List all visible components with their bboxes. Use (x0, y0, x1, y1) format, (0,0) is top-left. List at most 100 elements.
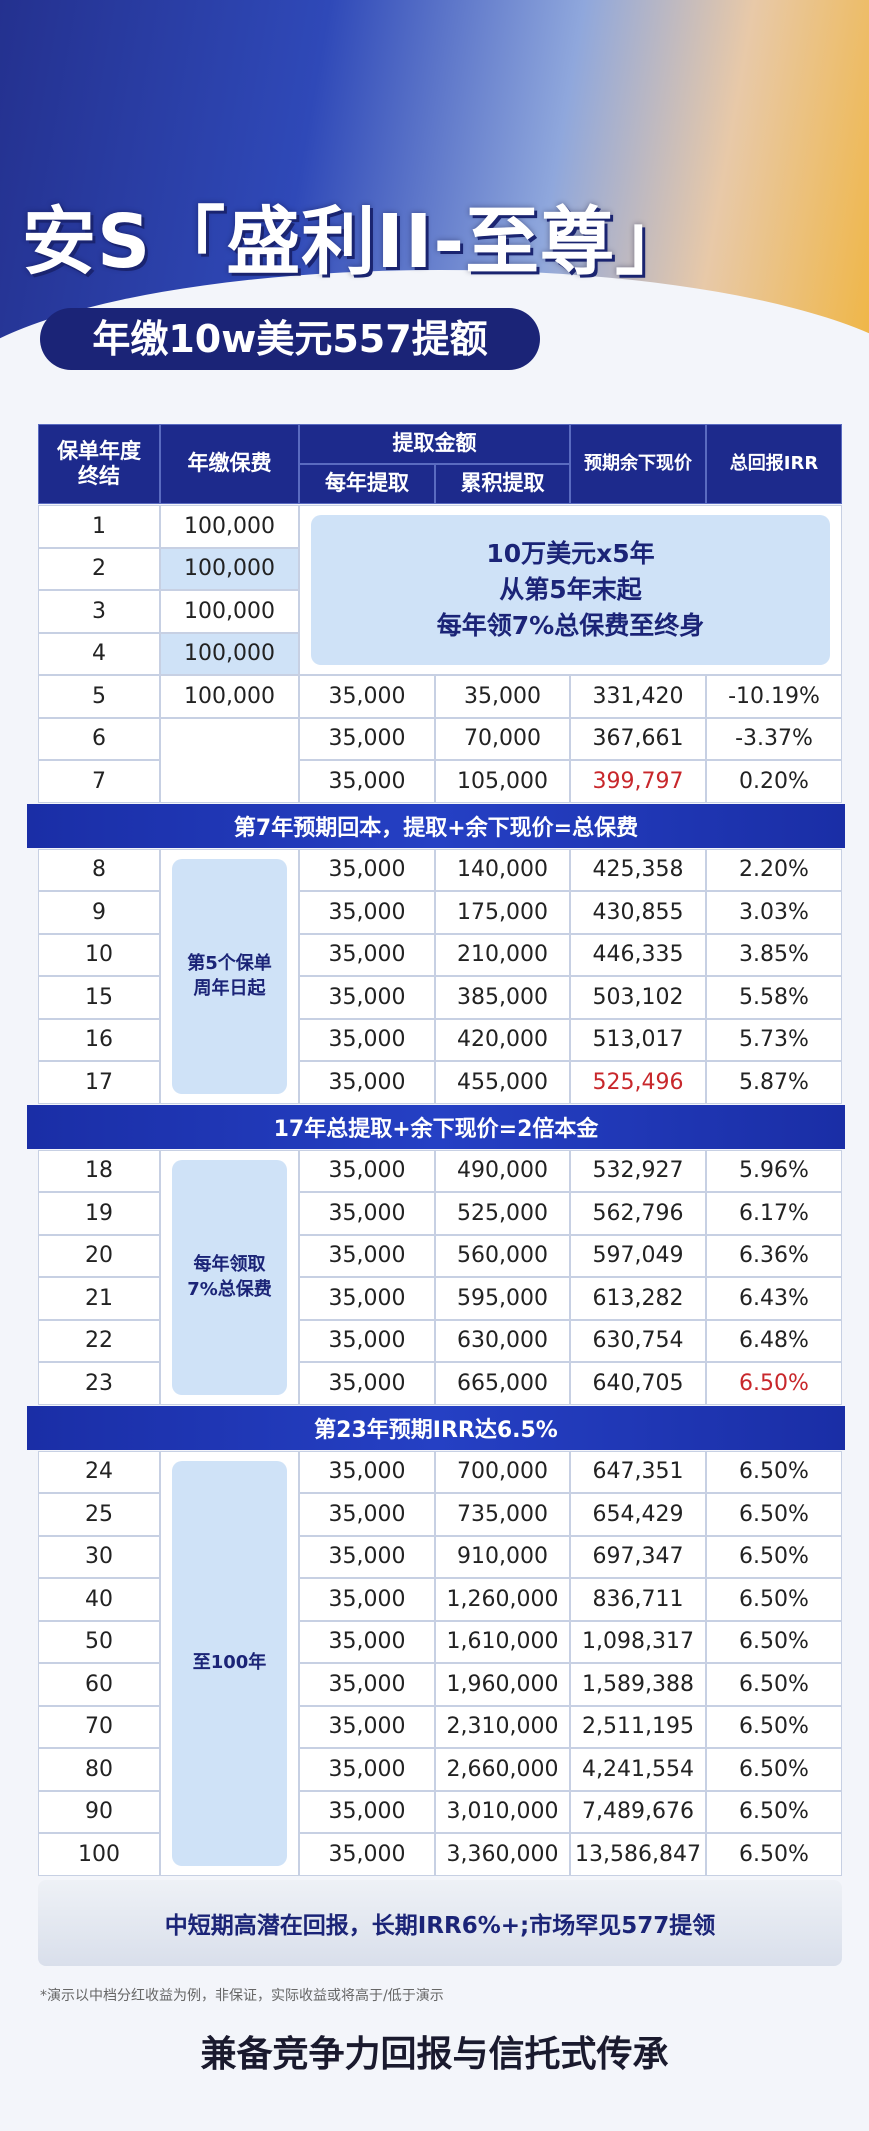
cell-year: 18 (38, 1149, 160, 1192)
disclaimer: *演示以中档分红收益为例，非保证，实际收益或将高于/低于演示 (40, 1988, 444, 2004)
cell-annual: 35,000 (299, 1234, 435, 1277)
cell-value: 630,754 (570, 1319, 706, 1362)
cell-irr: 6.50% (706, 1362, 842, 1405)
cell-year: 4 (38, 632, 160, 675)
cell-year: 17 (38, 1061, 160, 1104)
cell-year: 20 (38, 1234, 160, 1277)
cell-year: 2 (38, 547, 160, 590)
cell-irr: 5.96% (706, 1149, 842, 1192)
cell-cumulative: 2,310,000 (435, 1705, 570, 1748)
cell-value: 4,241,554 (570, 1748, 706, 1791)
cell-annual: 35,000 (299, 1277, 435, 1320)
cell-irr: 6.50% (706, 1620, 842, 1663)
cell-annual: 35,000 (299, 1018, 435, 1061)
cell-cumulative: 910,000 (435, 1535, 570, 1578)
cell-annual: 35,000 (299, 891, 435, 934)
section-banner: 第23年预期IRR达6.5% (27, 1405, 845, 1450)
cell-year: 100 (38, 1833, 160, 1876)
header-year: 保单年度终结 (38, 424, 160, 504)
cell-annual: 35,000 (299, 675, 435, 718)
cell-cumulative: 2,660,000 (435, 1748, 570, 1791)
cell-annual: 35,000 (299, 1620, 435, 1663)
cell-annual: 35,000 (299, 1578, 435, 1621)
cell-year: 5 (38, 675, 160, 718)
cell-annual: 35,000 (299, 1450, 435, 1493)
cell-premium: 100,000 (160, 632, 299, 675)
cell-irr: 6.50% (706, 1705, 842, 1748)
cell-value: 513,017 (570, 1018, 706, 1061)
cell-annual: 35,000 (299, 1663, 435, 1706)
cell-annual: 35,000 (299, 1535, 435, 1578)
cell-year: 3 (38, 590, 160, 633)
side-note: 第5个保单周年日起 (172, 858, 287, 1094)
intro-note-line: 10万美元x5年 (486, 538, 655, 568)
cell-irr: 5.58% (706, 976, 842, 1019)
slogan: 兼备竞争力回报与信托式传承 (200, 2034, 669, 2075)
cell-irr: 0.20% (706, 760, 842, 803)
cell-year: 9 (38, 891, 160, 934)
cell-cumulative: 455,000 (435, 1061, 570, 1104)
cell-year: 10 (38, 933, 160, 976)
cell-year: 22 (38, 1319, 160, 1362)
cell-value: 1,589,388 (570, 1663, 706, 1706)
cell-year: 7 (38, 760, 160, 803)
cell-premium: 100,000 (160, 675, 299, 718)
cell-irr: 2.20% (706, 848, 842, 891)
cell-value: 697,347 (570, 1535, 706, 1578)
cell-cumulative: 490,000 (435, 1149, 570, 1192)
cell-value: 562,796 (570, 1192, 706, 1235)
cell-year: 50 (38, 1620, 160, 1663)
cell-cumulative: 665,000 (435, 1362, 570, 1405)
cell-irr: 6.50% (706, 1748, 842, 1791)
cell-cumulative: 70,000 (435, 717, 570, 760)
cell-irr: 6.43% (706, 1277, 842, 1320)
cell-year: 25 (38, 1493, 160, 1536)
cell-premium: 100,000 (160, 590, 299, 633)
cell-year: 19 (38, 1192, 160, 1235)
cell-cumulative: 1,960,000 (435, 1663, 570, 1706)
cell-annual: 35,000 (299, 1705, 435, 1748)
cell-irr: 6.50% (706, 1663, 842, 1706)
cell-year: 70 (38, 1705, 160, 1748)
cell-year: 6 (38, 717, 160, 760)
cell-value: 425,358 (570, 848, 706, 891)
cell-value: 430,855 (570, 891, 706, 934)
cell-value: 647,351 (570, 1450, 706, 1493)
cell-year: 1 (38, 505, 160, 548)
cell-annual: 35,000 (299, 1493, 435, 1536)
cell-year: 23 (38, 1362, 160, 1405)
cell-value: 532,927 (570, 1149, 706, 1192)
cell-irr: 3.85% (706, 933, 842, 976)
subtitle: 年缴10w美元557提额 (40, 308, 540, 370)
merged-cell (160, 717, 299, 803)
cell-value: 7,489,676 (570, 1790, 706, 1833)
cell-value: 613,282 (570, 1277, 706, 1320)
cell-premium: 100,000 (160, 547, 299, 590)
cell-cumulative: 735,000 (435, 1493, 570, 1536)
cell-irr: 5.73% (706, 1018, 842, 1061)
cell-cumulative: 1,610,000 (435, 1620, 570, 1663)
cell-year: 40 (38, 1578, 160, 1621)
intro-note-line: 从第5年末起 (499, 574, 642, 604)
header-withdrawal: 提取金额 (299, 424, 570, 464)
header-irr: 总回报IRR (706, 424, 842, 504)
intro-note-line: 每年领7%总保费至终身 (436, 611, 705, 641)
cell-annual: 35,000 (299, 1362, 435, 1405)
header-annual: 每年提取 (299, 464, 435, 504)
cell-irr: -10.19% (706, 675, 842, 718)
cell-irr: 6.17% (706, 1192, 842, 1235)
section-banner: 第7年预期回本，提取+余下现价=总保费 (27, 803, 845, 848)
cell-year: 80 (38, 1748, 160, 1791)
cell-value: 654,429 (570, 1493, 706, 1536)
cell-cumulative: 175,000 (435, 891, 570, 934)
header-value: 预期余下现价 (570, 424, 706, 504)
cell-irr: 6.48% (706, 1319, 842, 1362)
cell-irr: 6.50% (706, 1578, 842, 1621)
cell-irr: 3.03% (706, 891, 842, 934)
cell-annual: 35,000 (299, 1192, 435, 1235)
cell-value: 836,711 (570, 1578, 706, 1621)
header-premium: 年缴保费 (160, 424, 299, 504)
side-note: 至100年 (172, 1460, 287, 1866)
cell-irr: 5.87% (706, 1061, 842, 1104)
